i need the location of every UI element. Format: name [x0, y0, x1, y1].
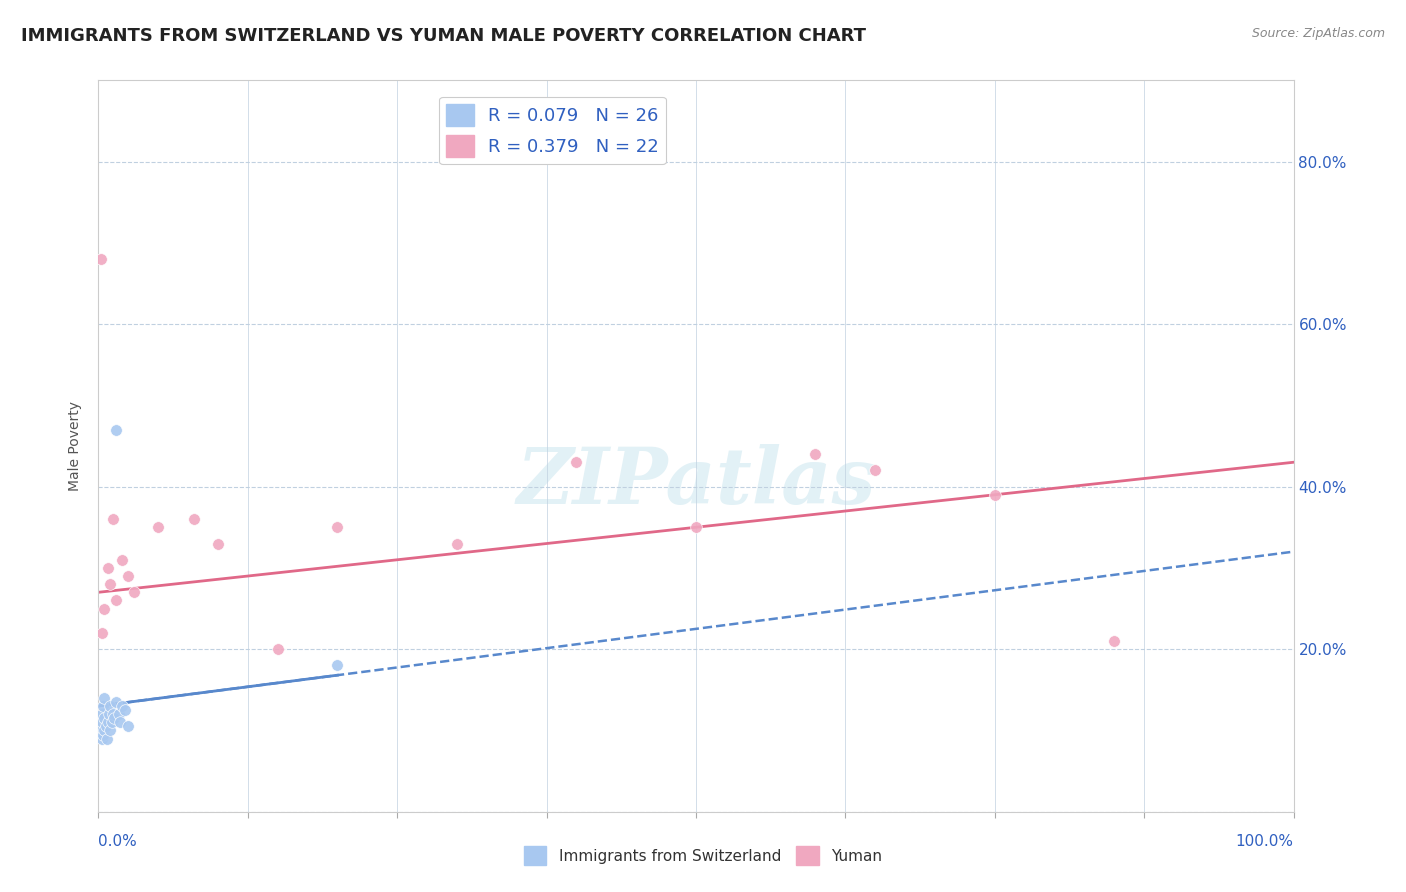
Point [148, 520, 170, 534]
Point [326, 520, 349, 534]
Point [93, 711, 115, 725]
Point [267, 642, 290, 657]
Text: Source: ZipAtlas.com: Source: ZipAtlas.com [1251, 27, 1385, 40]
Point [804, 447, 827, 461]
Point [114, 703, 136, 717]
Point [111, 553, 134, 567]
Point [101, 707, 124, 722]
Point [91, 731, 114, 746]
Point [105, 695, 128, 709]
Point [565, 455, 588, 469]
Point [685, 520, 707, 534]
Point [183, 512, 205, 526]
Point [101, 512, 124, 526]
Point [93, 723, 115, 738]
Point [91, 699, 114, 714]
Point [90, 252, 112, 266]
Point [97, 561, 120, 575]
Y-axis label: Male Poverty: Male Poverty [69, 401, 83, 491]
Point [98, 723, 122, 738]
Point [105, 593, 128, 607]
Text: IMMIGRANTS FROM SWITZERLAND VS YUMAN MALE POVERTY CORRELATION CHART: IMMIGRANTS FROM SWITZERLAND VS YUMAN MAL… [21, 27, 866, 45]
Point [93, 690, 115, 705]
Point [984, 488, 1007, 502]
Point [117, 569, 139, 583]
Point [90, 723, 112, 738]
Point [207, 536, 229, 550]
Text: 100.0%: 100.0% [1236, 834, 1294, 849]
Point [91, 727, 114, 741]
Legend: Immigrants from Switzerland, Yuman: Immigrants from Switzerland, Yuman [517, 840, 889, 871]
Point [100, 715, 122, 730]
Point [117, 719, 139, 733]
Point [91, 626, 114, 640]
Point [91, 707, 114, 722]
Point [98, 707, 121, 722]
Point [111, 699, 134, 714]
Text: ZIPatlas: ZIPatlas [516, 444, 876, 521]
Legend: R = 0.079   N = 26, R = 0.379   N = 22: R = 0.079 N = 26, R = 0.379 N = 22 [439, 96, 666, 164]
Point [108, 715, 131, 730]
Point [96, 731, 118, 746]
Point [326, 658, 349, 673]
Point [93, 601, 115, 615]
Point [446, 536, 468, 550]
Text: 0.0%: 0.0% [98, 834, 138, 849]
Point [98, 699, 122, 714]
Point [865, 463, 887, 477]
Point [103, 711, 125, 725]
Point [91, 715, 114, 730]
Point [98, 577, 122, 591]
Point [97, 715, 120, 730]
Point [124, 585, 146, 599]
Point [94, 719, 117, 733]
Point [1104, 634, 1126, 648]
Point [105, 423, 128, 437]
Point [107, 707, 129, 722]
